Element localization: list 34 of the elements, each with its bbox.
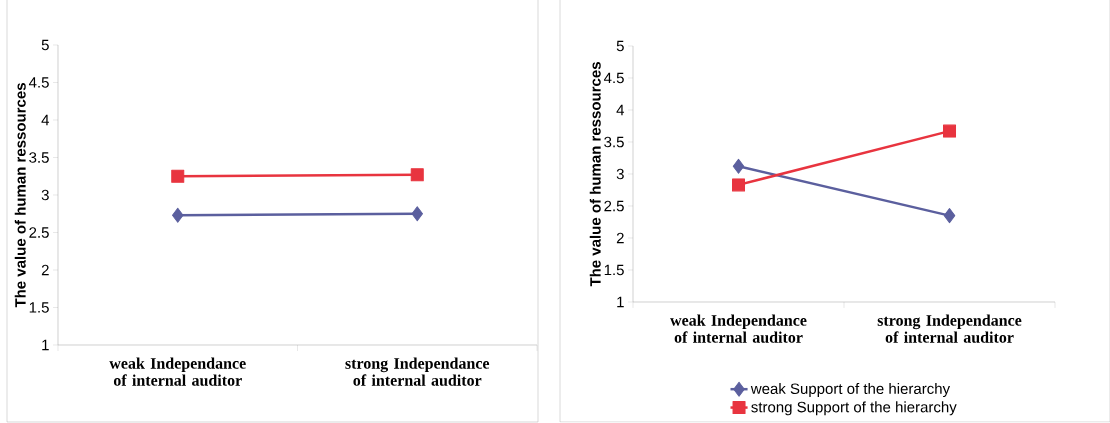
y-tick-label: 4 bbox=[616, 104, 625, 116]
point bbox=[943, 124, 957, 138]
y-tick-label: 1.5 bbox=[29, 302, 49, 313]
y-tick-label: 5 bbox=[616, 40, 624, 52]
y-tick-label: 1 bbox=[42, 339, 49, 351]
y-tick-label: 3.5 bbox=[604, 136, 624, 148]
y-tick-label: 2 bbox=[616, 232, 624, 244]
y-tick-label: 4.5 bbox=[28, 77, 49, 88]
y-tick-label: 2.5 bbox=[29, 227, 49, 238]
legend-label: strong Support of the hierarchy bbox=[751, 401, 957, 416]
point bbox=[732, 158, 745, 174]
y-axis-title: The value of human ressources bbox=[14, 83, 26, 308]
y-tick-label: 3 bbox=[616, 168, 624, 180]
y-tick-label: 2 bbox=[41, 264, 49, 276]
x-tick-label: weak Independance of internal auditor bbox=[670, 314, 807, 343]
point bbox=[172, 207, 184, 223]
point bbox=[943, 208, 956, 224]
y-tick-label: 3.5 bbox=[29, 152, 49, 163]
x-tick-label: strong Independance of internal auditor bbox=[877, 314, 1022, 343]
y-tick-label: 1.5 bbox=[604, 264, 624, 276]
y-axis-title: The value of human ressources bbox=[589, 62, 601, 287]
point bbox=[410, 168, 424, 182]
legend-label: weak Support of the hierarchy bbox=[750, 383, 951, 397]
point bbox=[171, 169, 185, 183]
point bbox=[411, 206, 424, 222]
y-tick-label: 1 bbox=[617, 296, 624, 308]
y-tick-label: 3 bbox=[41, 189, 49, 201]
x-tick-label: strong Independance of internal auditor bbox=[345, 357, 490, 386]
y-tick-label: 4 bbox=[41, 114, 50, 126]
y-tick-label: 4.5 bbox=[603, 72, 624, 84]
x-tick-label: weak Independance of internal auditor bbox=[109, 357, 246, 386]
y-tick-label: 5 bbox=[41, 39, 49, 51]
y-tick-label: 2.5 bbox=[604, 200, 624, 212]
point bbox=[732, 178, 746, 192]
